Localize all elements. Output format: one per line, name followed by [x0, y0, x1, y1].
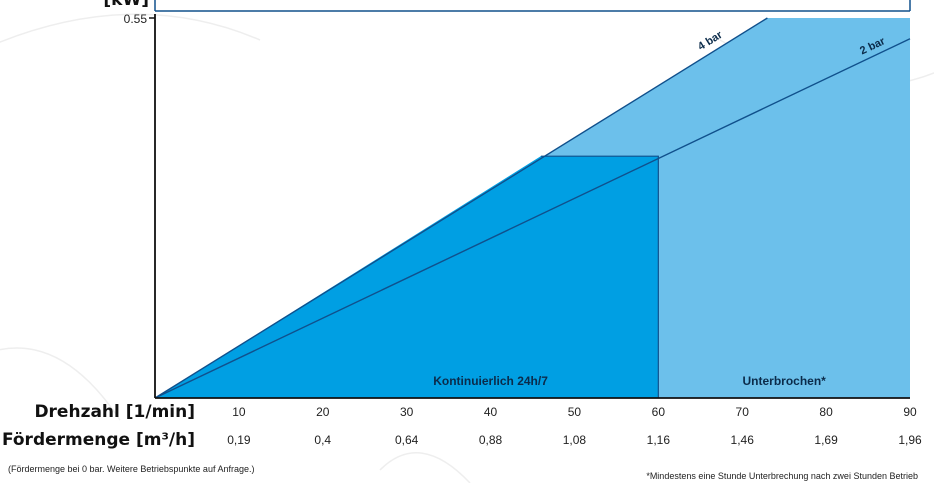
curve-4-bar	[154, 17, 768, 399]
speed-tick-label: 60	[652, 405, 666, 419]
flow-tick-label: 0,88	[479, 433, 503, 447]
speed-tick-label: 10	[232, 405, 246, 419]
speed-tick-label: 70	[736, 405, 750, 419]
note-right: *Mindestens eine Stunde Unterbrechung na…	[646, 471, 918, 481]
y-axis-label: [kW]	[103, 0, 149, 10]
flow-tick-label: 1,69	[814, 433, 838, 447]
speed-tick-label: 90	[903, 405, 917, 419]
flow-tick-label: 1,08	[563, 433, 587, 447]
flow-tick-label: 1,96	[898, 433, 922, 447]
flow-tick-labels: 0,19 0,4 0,64 0,88 1,08 1,16 1,46 1,69 1,96	[227, 433, 922, 447]
flow-tick-label: 1,16	[647, 433, 671, 447]
continuous-boundary-line	[540, 155, 659, 398]
speed-tick-label: 50	[568, 405, 582, 419]
speed-tick-label: 80	[819, 405, 833, 419]
speed-tick-label: 40	[484, 405, 498, 419]
curve-2-bar	[154, 38, 911, 399]
flow-row-label: Fördermenge [m³/h]	[2, 430, 195, 450]
speed-tick-label: 30	[400, 405, 414, 419]
speed-row-label: Drehzahl [1/min]	[34, 402, 195, 422]
flow-tick-label: 1,46	[731, 433, 755, 447]
y-tick-label: 0.55	[124, 12, 148, 26]
region-label-continuous: Kontinuierlich 24h/7	[433, 374, 548, 388]
flow-tick-label: 0,4	[314, 433, 331, 447]
speed-tick-labels: 10 20 30 40 50 60 70 80 90	[232, 405, 917, 419]
note-left: (Fördermenge bei 0 bar. Weitere Betriebs…	[8, 464, 254, 474]
flow-tick-label: 0,64	[395, 433, 419, 447]
region-label-intermittent: Unterbrochen*	[742, 374, 826, 388]
speed-tick-label: 20	[316, 405, 330, 419]
flow-tick-label: 0,19	[227, 433, 251, 447]
